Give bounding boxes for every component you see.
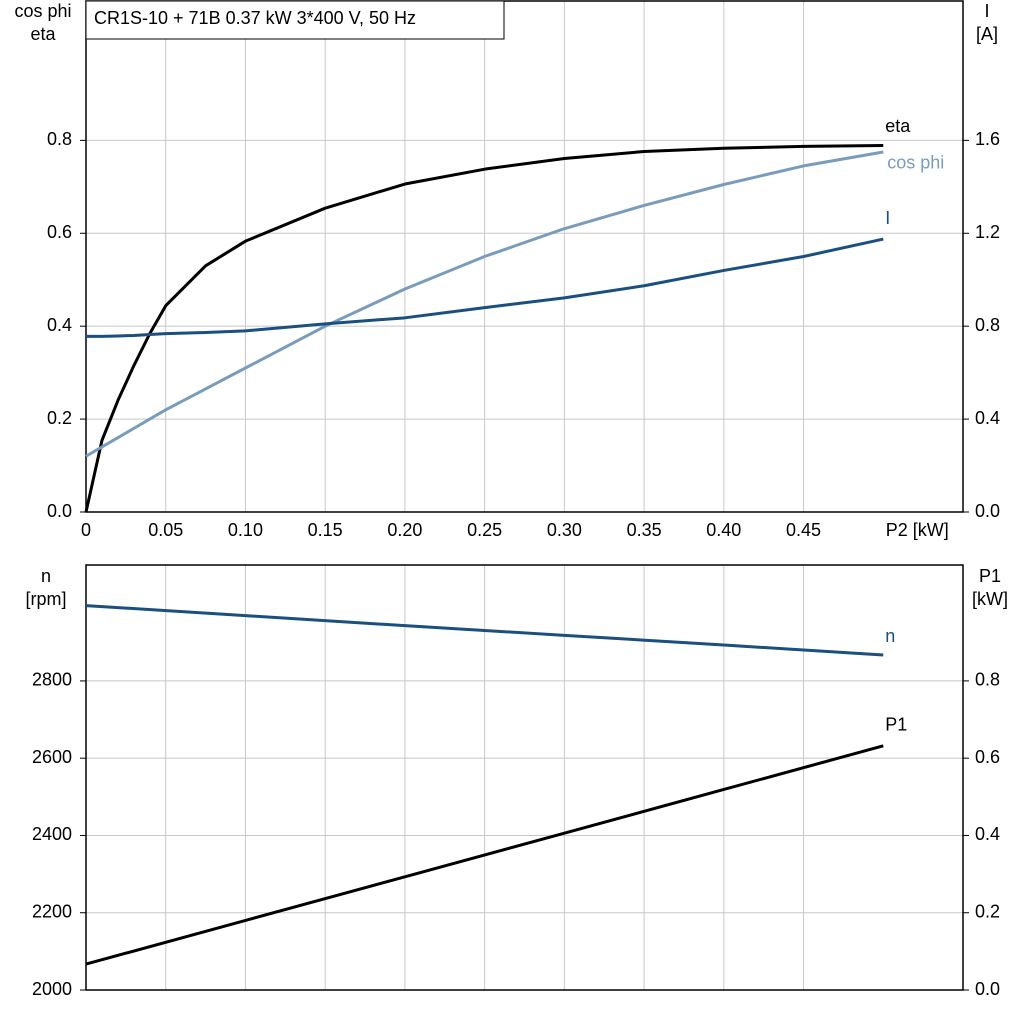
y2-tick-label: 0.4: [975, 408, 1000, 428]
title-box: [85, 0, 505, 40]
y-tick-label: 0.6: [47, 222, 72, 242]
y-axis-label: eta: [30, 24, 56, 44]
y2-axis-label: [kW]: [972, 589, 1008, 609]
series-label: eta: [885, 116, 911, 136]
y-tick-label: 0.0: [47, 501, 72, 521]
series-label: n: [885, 626, 895, 646]
x-tick-label: 0.45: [786, 520, 821, 540]
y-tick-label: 2000: [32, 979, 72, 999]
y2-axis-label: [A]: [976, 24, 998, 44]
series-line: [85, 744, 884, 966]
x-tick-label: 0.25: [467, 520, 502, 540]
y2-axis-label: P1: [979, 566, 1001, 586]
x-tick-label: 0.35: [627, 520, 662, 540]
y2-tick-label: 0.8: [975, 670, 1000, 690]
series-label: cos phi: [887, 153, 944, 173]
series-line: [86, 237, 884, 338]
y2-tick-label: 0.8: [975, 315, 1000, 335]
y-tick-label: 2600: [32, 747, 72, 767]
x-axis-label: P2 [kW]: [886, 520, 949, 540]
x-tick-label: 0.15: [308, 520, 343, 540]
chart-title: CR1S-10 + 71B 0.37 kW 3*400 V, 50 Hz: [94, 8, 416, 28]
x-tick-label: 0.10: [228, 520, 263, 540]
y-axis-label: n: [41, 566, 51, 586]
series-line: [85, 150, 884, 458]
y2-tick-label: 0.2: [975, 901, 1000, 921]
y-tick-label: 0.8: [47, 129, 72, 149]
y-axis-label: cos phi: [14, 1, 71, 21]
y2-tick-label: 1.2: [975, 222, 1000, 242]
y-tick-label: 0.4: [47, 315, 72, 335]
series-line: [85, 604, 884, 657]
plot-frame: [85, 564, 964, 991]
y-tick-label: 2200: [32, 901, 72, 921]
y2-axis-label: I: [984, 1, 989, 21]
x-tick-label: 0: [81, 520, 91, 540]
series-label: I: [885, 208, 890, 228]
y2-tick-label: 0.0: [975, 501, 1000, 521]
y-axis-label: [rpm]: [25, 589, 66, 609]
y-tick-label: 0.2: [47, 408, 72, 428]
y-tick-label: 2800: [32, 670, 72, 690]
series-label: P1: [885, 715, 907, 735]
y2-tick-label: 1.6: [975, 129, 1000, 149]
y2-tick-label: 0.4: [975, 824, 1000, 844]
x-tick-label: 0.05: [148, 520, 183, 540]
series-line: [84, 143, 884, 513]
x-tick-label: 0.40: [706, 520, 741, 540]
x-tick-label: 0.30: [547, 520, 582, 540]
plot-frame: [85, 0, 964, 513]
y-tick-label: 2400: [32, 824, 72, 844]
y2-tick-label: 0.0: [975, 979, 1000, 999]
y2-tick-label: 0.6: [975, 747, 1000, 767]
x-tick-label: 0.20: [387, 520, 422, 540]
